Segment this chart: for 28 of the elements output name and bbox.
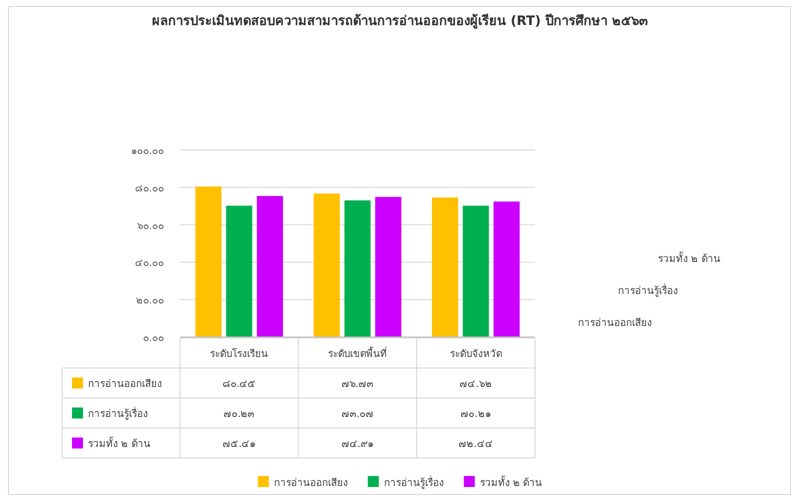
data-label: ๗๔.๙๑ [341, 439, 374, 450]
table-row-label: การอ่านออกเสียง [88, 379, 162, 390]
y-tick: ๔๐.๐๐ [134, 258, 164, 270]
data-label: ๗๐.๒๑ [460, 409, 491, 420]
x-tick: ระดับจังหวัด [450, 349, 502, 360]
table-row-label: รวมทั้ง ๒ ด้าน [88, 439, 150, 450]
data-label: ๗๕.๔๑ [222, 439, 256, 450]
data-label: ๗๖.๗๓ [341, 379, 374, 390]
series-label: การอ่านรู้เรื่อง [618, 286, 678, 297]
data-label: ๗๓.๐๗ [341, 409, 374, 420]
y-tick: ๑๐๐.๐๐ [130, 146, 164, 157]
series-label: การอ่านออกเสียง [578, 318, 652, 329]
x-tick: ระดับโรงเรียน [210, 349, 268, 360]
legend-label: การอ่านออกเสียง [274, 478, 348, 489]
title: ผลการประเมินทดสอบความสามารถด้านการอ่านออกของผู้เรียน (RT) ปีการศึกษา ๒๕๖๓ [152, 14, 648, 29]
data-label: ๗๒.๔๔ [458, 439, 493, 450]
series-label: รวมทั้ง ๒ ด้าน [658, 254, 720, 265]
y-tick: ๐.๐๐ [142, 333, 164, 344]
table-row-label: การอ่านรู้เรื่อง [88, 409, 148, 420]
data-label: ๗๐.๒๓ [224, 409, 255, 420]
data-label: ๘๐.๔๕ [222, 379, 256, 390]
legend-label: รวมทั้ง ๒ ด้าน [480, 478, 542, 489]
x-tick: ระดับเขตพื้นที่ [328, 349, 387, 360]
y-tick: ๖๐.๐๐ [136, 220, 164, 232]
y-tick: ๘๐.๐๐ [134, 183, 164, 194]
legend-label: การอ่านรู้เรื่อง [384, 478, 444, 489]
data-label: ๗๔.๖๒ [460, 379, 492, 390]
y-tick: ๒๐.๐๐ [136, 296, 164, 307]
